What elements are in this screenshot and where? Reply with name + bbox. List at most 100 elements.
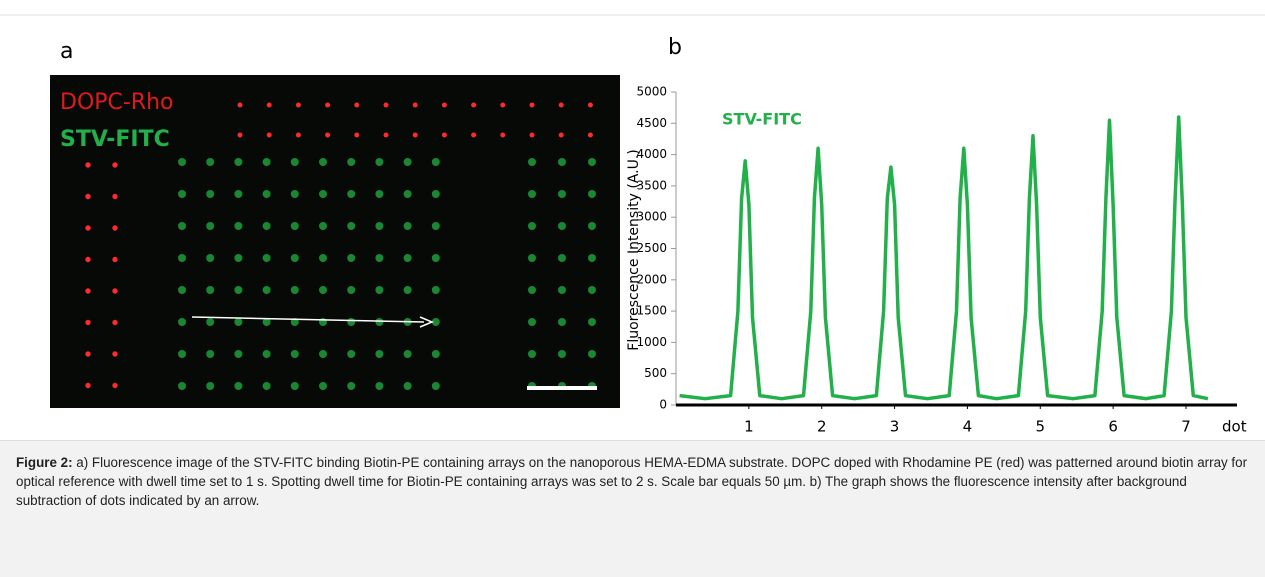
green-dot	[206, 222, 215, 230]
green-dot	[431, 382, 440, 390]
green-dot	[347, 382, 356, 390]
red-dot	[112, 319, 118, 326]
legend-label: DOPC-Rho	[60, 90, 174, 115]
panel-label: a	[60, 39, 73, 64]
green-dot	[290, 190, 299, 198]
green-dot	[431, 222, 440, 230]
green-dot	[588, 158, 596, 166]
green-dot	[375, 350, 384, 358]
green-dot	[431, 158, 440, 166]
y-tick-label: 2000	[636, 272, 667, 286]
scale-bar	[527, 386, 597, 390]
green-dot	[558, 222, 566, 230]
green-dot	[347, 222, 356, 230]
x-tick-label: 6	[1108, 418, 1118, 436]
red-dot	[112, 256, 118, 263]
red-dot	[441, 132, 447, 138]
red-dot	[587, 102, 593, 108]
red-dot	[112, 193, 118, 200]
green-dot	[347, 158, 356, 166]
red-dot	[500, 132, 506, 138]
green-dot	[431, 350, 440, 358]
green-dot	[528, 286, 536, 294]
red-dot	[85, 319, 91, 326]
green-dot	[403, 382, 412, 390]
figure: a DOPC-Rho STV-FITC b STV-FITC Fluoresce…	[0, 14, 1265, 436]
green-dot	[262, 382, 271, 390]
green-dot	[431, 286, 440, 294]
green-dot	[206, 286, 215, 294]
green-dot	[319, 222, 327, 230]
green-dot	[403, 158, 412, 166]
dot-array	[85, 102, 596, 390]
green-dot	[375, 158, 384, 166]
green-dot	[375, 318, 384, 326]
x-tick-label: 1	[744, 418, 754, 436]
green-dot	[403, 222, 412, 230]
green-dot	[290, 382, 299, 390]
green-dot	[588, 190, 596, 198]
red-dot	[325, 132, 331, 138]
green-dot	[290, 350, 299, 358]
green-dot	[347, 190, 356, 198]
green-dot	[558, 190, 566, 198]
green-dot	[431, 254, 440, 262]
green-dot	[262, 318, 271, 326]
x-tick-label: 3	[890, 418, 900, 436]
green-dot	[234, 254, 243, 262]
y-tick-label: 4000	[636, 147, 667, 161]
green-dot	[290, 158, 299, 166]
green-dot	[588, 254, 596, 262]
green-dot	[262, 350, 271, 358]
red-dot	[558, 132, 564, 138]
green-dot	[178, 286, 186, 294]
green-dot	[178, 222, 186, 230]
y-tick-label: 500	[644, 366, 667, 380]
green-dot	[206, 382, 215, 390]
x-tick-label: 4	[963, 418, 973, 436]
caption-text: a) Fluorescence image of the STV-FITC bi…	[16, 455, 1248, 508]
red-dot	[354, 102, 360, 108]
green-dot	[178, 318, 186, 326]
green-dot	[528, 350, 536, 358]
x-tick-label: 2	[817, 418, 827, 436]
y-tick-label: 2500	[636, 241, 667, 255]
green-dot	[403, 286, 412, 294]
green-dot	[178, 158, 186, 166]
red-dot	[85, 162, 91, 168]
red-dot	[112, 288, 118, 294]
green-dot	[588, 222, 596, 230]
green-dot	[206, 158, 215, 166]
red-dot	[383, 132, 389, 138]
green-dot	[234, 382, 243, 390]
green-dot	[178, 382, 186, 390]
green-dot	[558, 286, 566, 294]
red-dot	[266, 102, 272, 108]
red-dot	[112, 351, 118, 357]
green-dot	[319, 286, 327, 294]
green-dot	[262, 158, 271, 166]
y-tick-label: 1500	[636, 304, 667, 318]
green-dot	[319, 254, 327, 262]
red-dot	[85, 382, 91, 389]
green-dot	[290, 222, 299, 230]
green-dot	[375, 222, 384, 230]
green-dot	[588, 350, 596, 358]
green-dot	[319, 382, 327, 390]
green-dot	[528, 318, 536, 326]
red-dot	[112, 225, 118, 231]
x-tick-label: 5	[1036, 418, 1046, 436]
x-tick-label: 7	[1181, 418, 1191, 436]
green-dot	[558, 158, 566, 166]
green-dot	[234, 158, 243, 166]
green-dot	[528, 158, 536, 166]
green-dot	[558, 350, 566, 358]
green-dot	[431, 318, 440, 326]
caption: Figure 2: a) Fluorescence image of the S…	[0, 440, 1265, 577]
x-axis-label: dot	[1222, 418, 1247, 436]
green-dot	[403, 190, 412, 198]
green-dot	[206, 254, 215, 262]
y-tick-label: 1000	[636, 335, 667, 349]
green-dot	[528, 254, 536, 262]
